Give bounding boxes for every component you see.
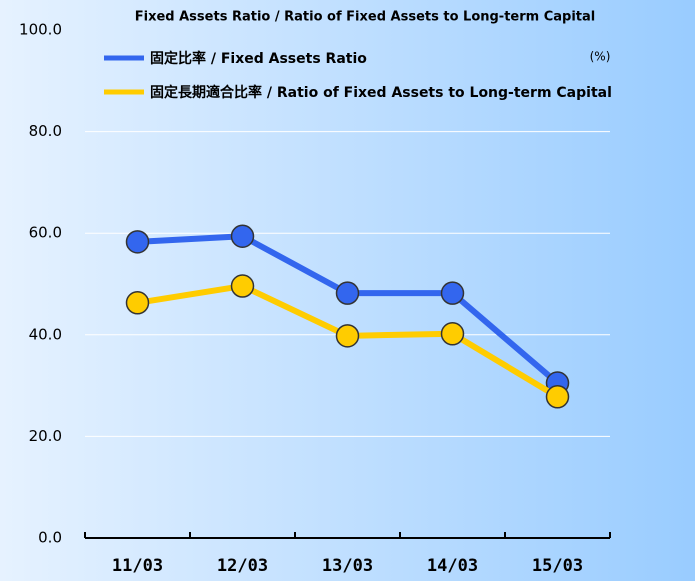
data-point <box>440 281 465 305</box>
legend-label: 固定長期適合比率 / Ratio of Fixed Assets to Long… <box>150 84 612 101</box>
data-point <box>335 324 360 348</box>
x-tick-label: 14/03 <box>427 556 478 576</box>
x-tick-label: 13/03 <box>322 556 373 576</box>
x-tick-label: 15/03 <box>532 556 583 576</box>
data-point <box>125 230 150 254</box>
chart-title: Fixed Assets Ratio / Ratio of Fixed Asse… <box>135 10 595 25</box>
y-tick-label: 20.0 <box>29 427 62 445</box>
x-tick-label: 12/03 <box>217 556 268 576</box>
y-tick-label: 80.0 <box>29 122 62 140</box>
data-point <box>230 274 255 298</box>
data-point <box>125 291 150 315</box>
x-tick-label: 11/03 <box>112 556 163 576</box>
data-point <box>335 281 360 305</box>
legend-label: 固定比率 / Fixed Assets Ratio <box>150 50 367 67</box>
data-point <box>440 322 465 346</box>
data-point <box>230 224 255 248</box>
y-tick-label: 60.0 <box>29 224 62 242</box>
y-tick-label: 40.0 <box>29 325 62 343</box>
unit-label: (%) <box>590 50 611 64</box>
y-tick-label: 100.0 <box>19 21 62 39</box>
y-tick-label: 0.0 <box>38 529 62 547</box>
data-point <box>545 385 570 409</box>
